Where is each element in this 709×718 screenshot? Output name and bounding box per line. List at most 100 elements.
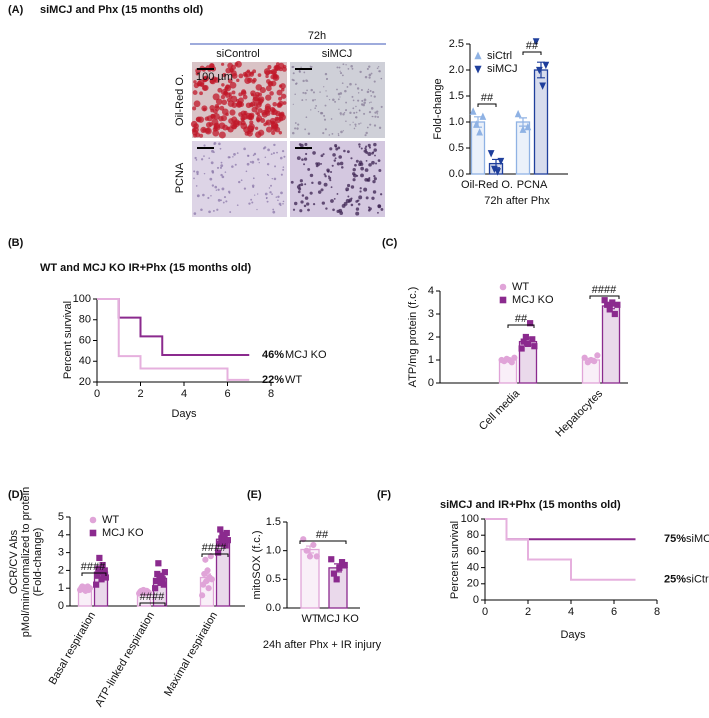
y-tick-label: 4 <box>58 529 64 541</box>
point <box>591 358 598 365</box>
cell-stain <box>336 193 339 195</box>
cell-stain <box>342 113 345 116</box>
cell-stain <box>212 129 220 137</box>
cell-stain <box>197 82 201 87</box>
cell-stain <box>295 82 298 85</box>
cell-stain <box>300 183 304 187</box>
cell-stain <box>296 127 299 130</box>
cell-stain <box>365 131 368 135</box>
cell-stain <box>331 132 334 135</box>
legend-label: WT <box>512 281 529 293</box>
cell-stain <box>202 193 205 197</box>
cell-stain <box>359 70 362 74</box>
cell-stain <box>356 87 360 90</box>
cell-stain <box>294 93 296 95</box>
legend-label: MCJ KO <box>512 294 554 306</box>
cell-stain <box>374 111 377 114</box>
point <box>155 560 162 567</box>
cell-stain <box>299 209 303 213</box>
cell-stain <box>266 200 269 203</box>
cell-stain <box>218 142 221 146</box>
cell-stain <box>300 200 304 204</box>
cell-stain <box>371 196 375 200</box>
cell-stain <box>350 64 353 68</box>
cell-stain <box>349 111 352 115</box>
significance-bracket <box>589 295 620 299</box>
cell-stain <box>292 72 295 75</box>
cell-stain <box>237 100 243 106</box>
y-axis-label: OCR/CV Abs <box>8 529 20 594</box>
chart-title: WT and MCJ KO IR+Phx (15 months old) <box>40 262 251 274</box>
cell-stain <box>272 109 278 116</box>
y-tick-label: 3 <box>428 308 434 320</box>
y-tick-label: 0.0 <box>266 602 281 614</box>
cell-stain <box>195 117 201 122</box>
row-label: Oil-Red O. <box>174 74 186 126</box>
cell-stain <box>309 191 313 195</box>
cell-stain <box>195 159 198 161</box>
significance-bracket <box>507 324 535 328</box>
cell-stain <box>330 186 333 189</box>
cell-stain <box>246 69 251 73</box>
cell-stain <box>251 201 254 204</box>
y-tick-label: 20 <box>467 578 479 590</box>
cell-stain <box>351 95 354 98</box>
cell-stain <box>357 92 360 94</box>
cell-stain <box>373 177 377 181</box>
cell-stain <box>305 99 307 101</box>
cell-stain <box>376 116 379 119</box>
cell-stain <box>234 62 239 66</box>
cell-stain <box>227 156 231 159</box>
cell-stain <box>234 163 237 166</box>
cell-stain <box>315 105 317 107</box>
cell-stain <box>270 153 273 156</box>
cell-stain <box>345 189 348 192</box>
cell-stain <box>209 78 215 84</box>
cell-stain <box>221 175 225 179</box>
scale-bar-label: 100 µm <box>196 71 233 83</box>
y-tick-label: 0 <box>473 594 479 606</box>
cell-stain <box>359 190 362 193</box>
cell-stain <box>247 154 250 157</box>
cell-stain <box>271 130 276 136</box>
cell-stain <box>369 123 372 126</box>
cell-stain <box>360 173 364 178</box>
cell-stain <box>358 109 361 112</box>
point <box>208 576 215 583</box>
cell-stain <box>338 155 342 159</box>
cell-stain <box>353 111 356 114</box>
x-tick-label: 8 <box>268 388 274 400</box>
legend-label: siCtrl <box>487 50 512 62</box>
cell-stain <box>276 102 283 108</box>
cell-stain <box>214 77 220 83</box>
cell-stain <box>252 96 259 104</box>
point <box>89 516 97 524</box>
cell-stain <box>352 99 355 102</box>
x-tick-label: Maximal respiration <box>162 610 220 699</box>
cell-stain <box>265 197 268 200</box>
cell-stain <box>303 204 307 208</box>
cell-stain <box>305 116 308 119</box>
cell-stain <box>339 92 343 95</box>
x-tick-label: 6 <box>224 388 230 400</box>
micrograph-grid: 72h siControl siMCJ Oil-Red O. PCNA 100 … <box>174 30 386 217</box>
cell-stain <box>235 98 240 103</box>
cell-stain <box>298 70 301 72</box>
cell-stain <box>338 108 340 110</box>
cell-stain <box>275 196 278 198</box>
point <box>479 112 487 120</box>
cell-stain <box>355 111 358 114</box>
cell-stain <box>355 105 357 108</box>
cell-stain <box>380 77 383 80</box>
x-tick-label: 4 <box>181 388 187 400</box>
cell-stain <box>339 112 342 115</box>
cell-stain <box>378 70 381 73</box>
cell-stain <box>222 72 227 78</box>
cell-stain <box>333 159 337 162</box>
cell-stain <box>344 89 347 93</box>
x-tick-label: 0 <box>94 388 100 400</box>
cell-stain <box>360 147 363 150</box>
panel-label: (A) <box>8 4 24 16</box>
column-label: siMCJ <box>322 48 353 60</box>
